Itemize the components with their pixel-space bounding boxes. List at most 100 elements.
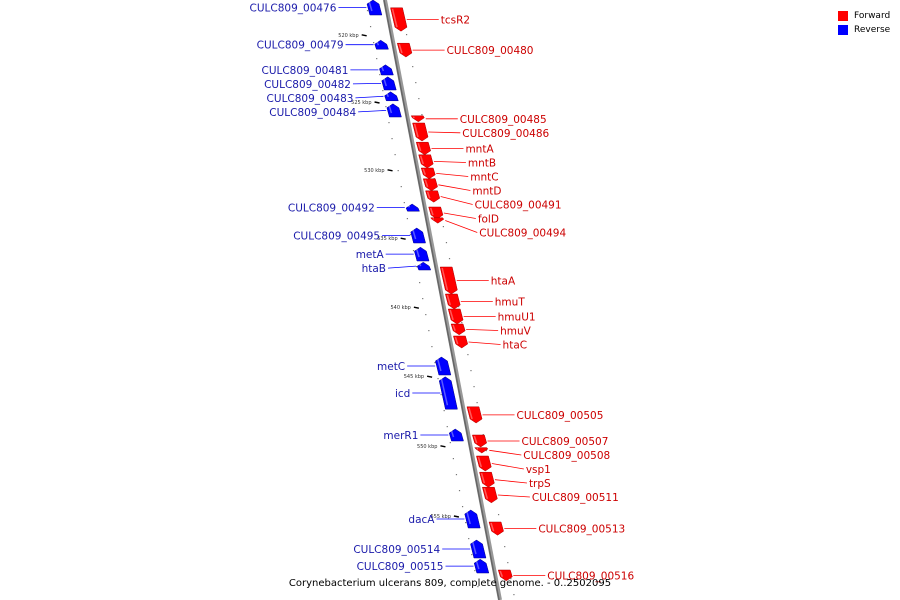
gene-feature[interactable] — [448, 428, 464, 442]
gene-feature[interactable] — [386, 103, 402, 118]
gene-feature[interactable] — [418, 154, 434, 169]
label-leader — [468, 341, 501, 345]
gene-label[interactable]: CULC809_00511 — [532, 492, 619, 504]
gene-feature[interactable] — [416, 261, 432, 271]
gene-highlight — [449, 309, 454, 321]
gene-feature[interactable] — [410, 115, 425, 123]
gene-label[interactable]: mntB — [468, 158, 496, 170]
gene-feature[interactable] — [384, 91, 399, 102]
gene-feature[interactable] — [430, 217, 445, 224]
gene-label[interactable]: CULC809_00507 — [522, 436, 609, 448]
gene-label[interactable]: metC — [377, 361, 405, 373]
gene-feature[interactable] — [466, 406, 483, 424]
gene-label[interactable]: CULC809_00479 — [257, 40, 344, 52]
gene-feature[interactable] — [488, 521, 504, 536]
gene-label[interactable]: CULC809_00480 — [447, 45, 534, 57]
gene-feature[interactable] — [415, 141, 431, 156]
gene-label[interactable]: merR1 — [383, 430, 418, 442]
gene-label[interactable]: mntC — [470, 172, 498, 184]
gene-feature[interactable] — [453, 335, 468, 349]
tick-mark — [426, 375, 433, 378]
gene-feature[interactable] — [428, 206, 444, 220]
track-dot — [461, 322, 463, 324]
gene-label[interactable]: CULC809_00485 — [460, 114, 547, 126]
gene-labels: CULC809_00476 tcsR2 CULC809_00479 CULC809_0… — [250, 3, 635, 583]
gene-label[interactable]: CULC809_00505 — [517, 410, 604, 422]
gene-label[interactable]: CULC809_00484 — [269, 107, 356, 119]
backbone-shadow — [383, 0, 502, 600]
gene-feature[interactable] — [381, 76, 397, 91]
gene-label[interactable]: CULC809_00486 — [462, 128, 549, 140]
gene-label[interactable]: mntA — [465, 144, 494, 156]
gene-label[interactable]: mntD — [472, 186, 501, 198]
gene-feature[interactable] — [412, 122, 429, 142]
gene-feature[interactable] — [479, 471, 495, 488]
track-dot — [442, 226, 444, 228]
gene-label[interactable]: hmuV — [500, 326, 532, 338]
gene-feature[interactable] — [438, 376, 458, 410]
gene-label[interactable]: CULC809_00492 — [288, 203, 375, 215]
gene-feature[interactable] — [450, 323, 466, 336]
gene-label[interactable]: CULC809_00508 — [523, 450, 610, 462]
genome-backbone — [383, 0, 502, 600]
gene-feature[interactable] — [476, 455, 492, 472]
gene-feature[interactable] — [472, 434, 487, 448]
gene-label[interactable]: CULC809_00515 — [357, 561, 444, 573]
gene-label[interactable]: metA — [356, 249, 385, 261]
track-dot — [510, 578, 512, 580]
gene-feature[interactable] — [473, 558, 490, 574]
gene-label[interactable]: tcsR2 — [441, 15, 470, 27]
gene-label[interactable]: folD — [478, 214, 499, 226]
gene-label[interactable]: CULC809_00491 — [475, 200, 562, 212]
gene-feature[interactable] — [414, 246, 430, 262]
gene-label[interactable]: vsp1 — [526, 464, 551, 476]
gene-highlight — [407, 204, 411, 208]
axis-ticks: 520 kbp 525 kbp 530 kbp 535 kbp 540 kbp 545 k… — [338, 33, 460, 520]
gene-label[interactable]: htaA — [491, 276, 516, 288]
gene-label[interactable]: CULC809_00516 — [547, 570, 634, 582]
track-dot — [470, 370, 472, 372]
legend-item-reverse: Reverse — [838, 23, 890, 37]
gene-feature[interactable] — [422, 178, 438, 192]
gene-label[interactable]: CULC809_00494 — [479, 228, 566, 240]
gene-feature[interactable] — [447, 308, 464, 325]
gene-label[interactable]: CULC809_00483 — [267, 93, 354, 105]
track-dot — [403, 202, 405, 204]
track-dot — [379, 74, 381, 76]
gene-label[interactable]: CULC809_00482 — [264, 79, 351, 91]
gene-feature[interactable] — [439, 266, 458, 295]
gene-label[interactable]: htaB — [362, 263, 386, 275]
track-dot — [382, 90, 384, 92]
gene-feature[interactable] — [497, 569, 513, 582]
gene-highlight — [383, 77, 387, 87]
gene-label[interactable]: htaC — [503, 340, 528, 352]
gene-feature[interactable] — [470, 539, 487, 559]
gene-label[interactable]: hmuT — [495, 297, 526, 309]
gene-feature[interactable] — [405, 203, 420, 212]
gene-feature[interactable] — [420, 167, 436, 180]
gene-feature[interactable] — [474, 447, 489, 454]
gene-label[interactable]: CULC809_00481 — [261, 65, 348, 77]
gene-feature[interactable] — [435, 356, 452, 376]
gene-label[interactable]: dacA — [408, 514, 435, 526]
tick-mark — [440, 445, 446, 448]
gene-label[interactable]: trpS — [529, 478, 551, 490]
track-dot — [405, 34, 408, 36]
gene-feature[interactable] — [410, 227, 426, 244]
gene-feature[interactable] — [425, 190, 441, 203]
gene-feature[interactable] — [379, 64, 394, 76]
gene-label[interactable]: CULC809_00514 — [353, 544, 440, 556]
gene-label[interactable]: hmuU1 — [498, 312, 536, 324]
gene-feature[interactable] — [396, 42, 413, 58]
gene-label[interactable]: CULC809_00513 — [538, 524, 625, 536]
gene-feature[interactable] — [445, 293, 461, 310]
gene-label[interactable]: CULC809_00476 — [250, 3, 337, 15]
gene-feature[interactable] — [374, 39, 389, 50]
gene-feature[interactable] — [366, 0, 383, 16]
track-dot — [412, 250, 415, 252]
gene-feature[interactable] — [390, 7, 408, 32]
gene-feature[interactable] — [464, 509, 481, 529]
gene-feature[interactable] — [482, 486, 498, 504]
gene-label[interactable]: CULC809_00495 — [293, 231, 380, 243]
gene-label[interactable]: icd — [395, 388, 410, 400]
